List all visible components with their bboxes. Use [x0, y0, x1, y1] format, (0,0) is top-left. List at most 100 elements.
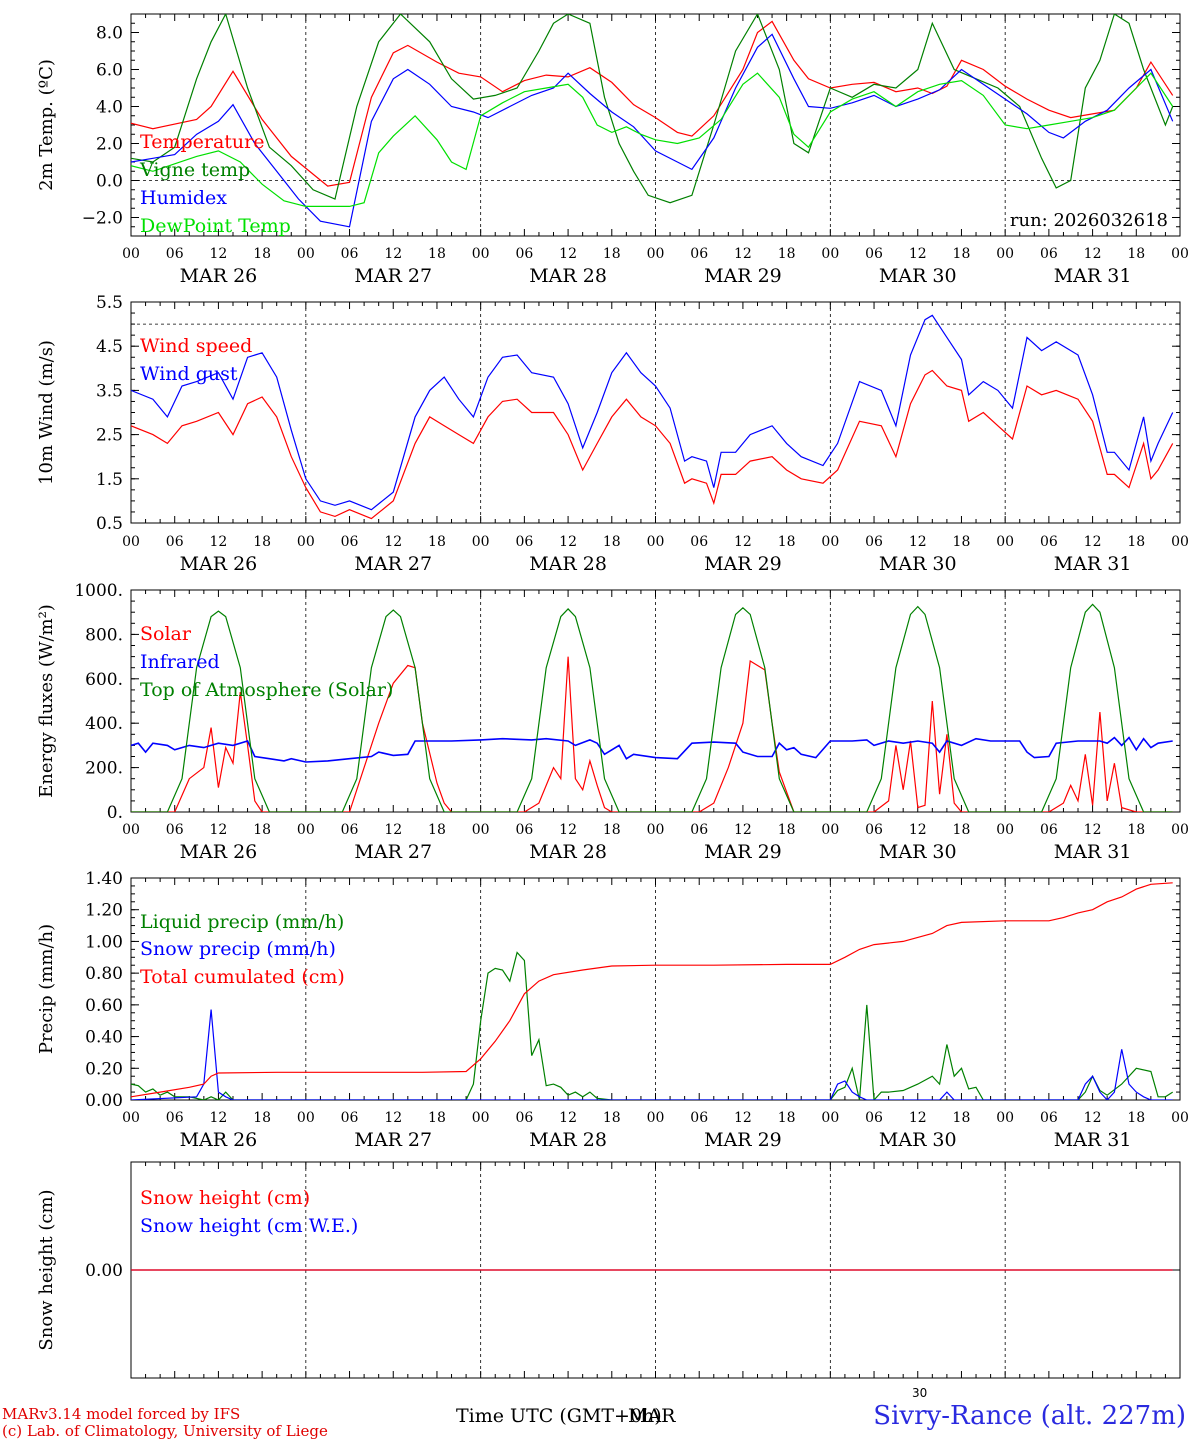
- x-tick-label: 12: [210, 822, 228, 838]
- y-tick-label: 5.5: [96, 293, 123, 313]
- day-label: MAR 28: [529, 1129, 607, 1151]
- y-tick-label: 600.: [85, 670, 123, 690]
- day-label: MAR 27: [354, 265, 432, 287]
- station-name: Sivry-Rance (alt. 227m): [873, 1401, 1186, 1431]
- day-label: MAR 30: [879, 265, 957, 287]
- series-line: [131, 1009, 1173, 1100]
- x-tick-label: 18: [778, 822, 796, 838]
- x-tick-label: 18: [253, 534, 271, 550]
- x-tick-label: 06: [166, 1110, 184, 1126]
- x-tick-label: 18: [603, 534, 621, 550]
- x-tick-label: 18: [603, 246, 621, 262]
- day-label: MAR 30: [879, 841, 957, 863]
- legend-entry: Snow precip (mm/h): [140, 938, 336, 960]
- y-tick-label: 1.5: [96, 470, 123, 490]
- x-tick-label: 18: [953, 1110, 971, 1126]
- day-label: MAR 29: [704, 265, 782, 287]
- x-tick-label: 06: [341, 246, 359, 262]
- y-tick-label: 4.0: [96, 98, 123, 118]
- day-label: MAR 29: [704, 841, 782, 863]
- y-axis-label: 10m Wind (m/s): [36, 340, 57, 485]
- x-tick-label: 06: [690, 822, 708, 838]
- series-line: [131, 369, 1174, 520]
- y-tick-label: 0.60: [85, 996, 123, 1016]
- x-tick-label: 18: [603, 1110, 621, 1126]
- x-tick-label: 18: [428, 246, 446, 262]
- x-tick-label: 00: [647, 534, 665, 550]
- y-tick-label: 1000.: [74, 581, 123, 601]
- series-line: [131, 72, 1174, 207]
- x-tick-label: 00: [122, 1110, 140, 1126]
- x-tick-label: 06: [1040, 534, 1058, 550]
- legend-entry: Solar: [140, 623, 192, 645]
- x-tick-label: 12: [909, 822, 927, 838]
- day-label: MAR 27: [354, 841, 432, 863]
- day-label: MAR 26: [180, 1129, 258, 1151]
- x-tick-label: 06: [515, 246, 533, 262]
- y-tick-label: 0.: [107, 803, 123, 823]
- x-tick-label: 06: [341, 1110, 359, 1126]
- y-tick-label: 0.0: [96, 172, 123, 192]
- y-tick-label: 6.0: [96, 61, 123, 81]
- day-label: MAR 31: [1054, 1129, 1132, 1151]
- x-tick-label: 12: [384, 1110, 402, 1126]
- y-tick-label: 0.20: [85, 1059, 123, 1079]
- x-tick-label: 12: [210, 534, 228, 550]
- x-tick-label: 12: [909, 246, 927, 262]
- x-tick-label: 00: [996, 822, 1014, 838]
- x-tick-label: 00: [297, 1110, 315, 1126]
- legend-entry: Wind gust: [140, 363, 238, 385]
- x-tick-label: 12: [384, 822, 402, 838]
- x-tick-label: 06: [1040, 1110, 1058, 1126]
- x-tick-label: 18: [428, 534, 446, 550]
- y-axis-label: 2m Temp. (ºC): [36, 59, 57, 191]
- x-tick-label: 18: [953, 822, 971, 838]
- x-tick-label: 18: [1127, 534, 1145, 550]
- x-tick-label: 00: [821, 534, 839, 550]
- legend-entry: Humidex: [140, 187, 227, 209]
- x-tick-label: 18: [778, 534, 796, 550]
- x-tick-label: 12: [1084, 1110, 1102, 1126]
- x-tick-label: 18: [253, 1110, 271, 1126]
- x-tick-label: 00: [647, 822, 665, 838]
- x-tick-label: 12: [734, 534, 752, 550]
- x-tick-label: 00: [821, 1110, 839, 1126]
- day-label: MAR 28: [529, 553, 607, 575]
- x-tick-label: 06: [166, 534, 184, 550]
- x-tick-label: 12: [384, 246, 402, 262]
- x-tick-label: 18: [253, 822, 271, 838]
- y-tick-label: 0.80: [85, 964, 123, 984]
- x-tick-label: 00: [472, 246, 490, 262]
- y-tick-label: 800.: [85, 625, 123, 645]
- day-label: MAR 28: [529, 265, 607, 287]
- x-tick-label: 06: [865, 246, 883, 262]
- series-line: [131, 603, 1173, 812]
- x-tick-label: 00: [472, 534, 490, 550]
- y-tick-label: 1.40: [85, 869, 123, 889]
- y-tick-label: 2.0: [96, 135, 123, 155]
- x-tick-label: 12: [559, 1110, 577, 1126]
- legend-entry: Snow height (cm W.E.): [140, 1215, 358, 1237]
- series-line: [131, 20, 1174, 187]
- y-tick-label: 1.20: [85, 901, 123, 921]
- time-axis-label: Time UTC (GMT+0h) MAR: [456, 1405, 675, 1427]
- series-line: [131, 33, 1174, 228]
- x-tick-label: 12: [559, 822, 577, 838]
- y-axis-label: Precip (mm/h): [36, 924, 57, 1054]
- x-tick-label: 00: [1171, 822, 1189, 838]
- x-tick-label: 00: [472, 822, 490, 838]
- series-line: [131, 882, 1173, 1098]
- day-label: MAR 27: [354, 1129, 432, 1151]
- x-tick-label: 18: [603, 822, 621, 838]
- x-tick-label: 12: [734, 822, 752, 838]
- x-tick-label: 18: [1127, 822, 1145, 838]
- x-tick-label: 12: [210, 1110, 228, 1126]
- x-tick-label: 00: [1171, 534, 1189, 550]
- time-label-overstrike: MAR: [628, 1405, 676, 1427]
- x-tick-label: 00: [996, 1110, 1014, 1126]
- day-label: MAR 31: [1054, 553, 1132, 575]
- x-tick-label: 06: [341, 822, 359, 838]
- day-label: MAR 26: [180, 265, 258, 287]
- model-credit: MARv3.14 model forced by IFS: [2, 1405, 241, 1423]
- y-tick-label: 2.5: [96, 426, 123, 446]
